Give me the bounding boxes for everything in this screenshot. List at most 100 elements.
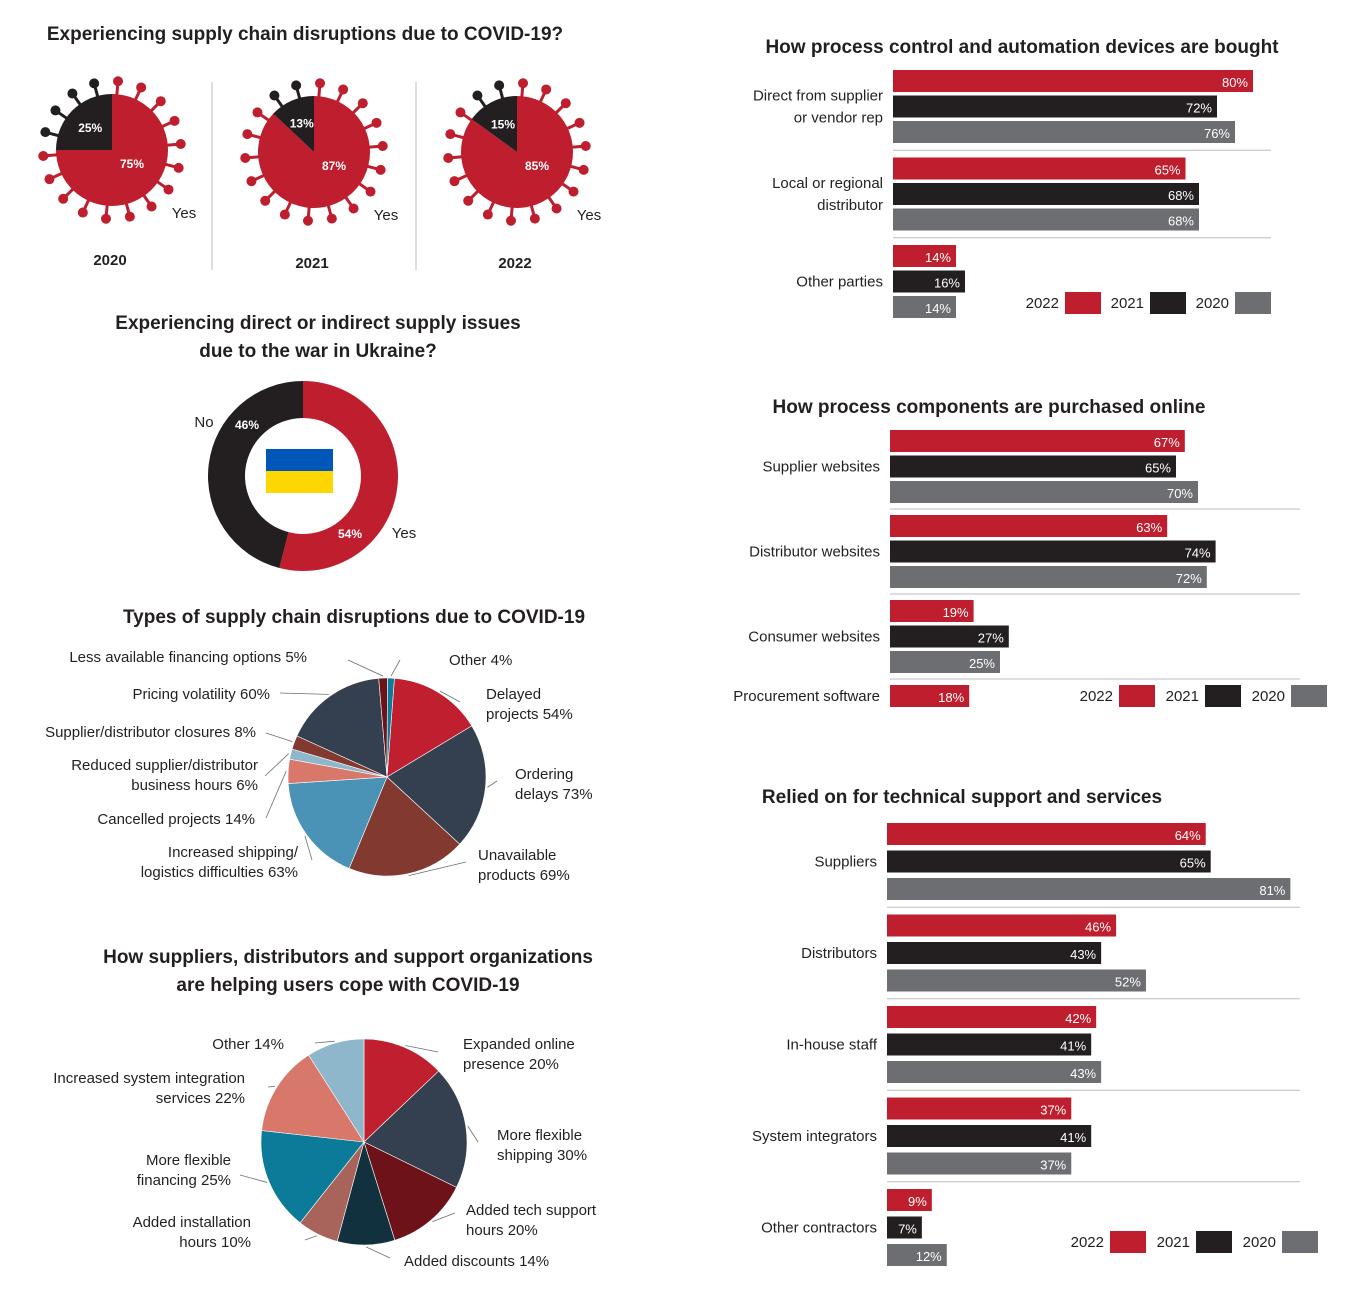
virus-spike-tip xyxy=(445,129,456,140)
pie-slice xyxy=(260,1130,365,1224)
bar-value-label: 68% xyxy=(1168,214,1194,229)
bar-value-label: 65% xyxy=(1180,856,1206,871)
slice-label: Unavailable xyxy=(478,847,556,864)
slice-label: hours 10% xyxy=(179,1234,251,1251)
year-label: 2020 xyxy=(93,252,126,269)
virus-spike-tip xyxy=(580,140,591,151)
bar-2021 xyxy=(887,1216,922,1239)
legend-label: 2021 xyxy=(1111,295,1144,312)
category-label: Distributors xyxy=(801,945,877,962)
category-label: Supplier websites xyxy=(762,459,880,476)
bar-2021 xyxy=(893,95,1217,118)
virus-spike-tip xyxy=(146,201,157,212)
slice-label: Expanded online xyxy=(463,1036,575,1053)
virus-spike-tip xyxy=(443,153,454,164)
virus-spike-tip xyxy=(240,153,251,164)
no-slice xyxy=(471,96,517,152)
legend-swatch-2021 xyxy=(1196,1231,1232,1253)
bar-value-label: 27% xyxy=(978,631,1004,646)
slice-label: services 22% xyxy=(156,1090,245,1107)
virus-spike-tip xyxy=(291,80,302,91)
virus-spike-tip xyxy=(482,209,493,220)
yes-value-label: 54% xyxy=(338,527,362,541)
bar-value-label: 16% xyxy=(934,276,960,291)
bar-value-label: 43% xyxy=(1070,947,1096,962)
virus-spike-tip xyxy=(44,174,55,185)
virus-spike-tip xyxy=(365,186,376,197)
slice-label: Less available financing options 5% xyxy=(69,649,307,666)
bar-2021 xyxy=(887,850,1211,873)
virus-spike-tip xyxy=(89,78,100,89)
virus-spike-tip xyxy=(40,127,51,138)
virus-spike-tip xyxy=(136,82,147,93)
virus-spike-tip xyxy=(472,90,483,101)
covid-types-pie-chart: Delayed projects 54% Ordering delays 73% Una… xyxy=(45,649,593,884)
category-label: Direct from supplier xyxy=(753,88,883,105)
bar-2021 xyxy=(887,942,1102,964)
virus-spike-tip xyxy=(505,215,516,226)
bar-2022 xyxy=(887,1006,1097,1028)
slice-label: Ordering xyxy=(515,766,573,783)
virus-spike-tip xyxy=(529,213,540,224)
no-label: No xyxy=(194,414,213,431)
slice-label: hours 20% xyxy=(466,1222,538,1239)
virus-spike-tip xyxy=(77,207,88,218)
virus-spike-tip xyxy=(155,96,166,107)
bar-2022 xyxy=(890,430,1185,452)
slice-label: Cancelled projects 14% xyxy=(97,811,255,828)
support-bar-chart: 64% 65% 81% Suppliers 46% 43% 52% Distributors 4… xyxy=(752,823,1318,1266)
leader-line xyxy=(304,1235,317,1241)
bar-2020 xyxy=(887,878,1291,900)
bar-value-label: 37% xyxy=(1040,1103,1066,1118)
legend-swatch-2020 xyxy=(1235,292,1271,314)
bar-2020 xyxy=(893,296,956,318)
year-label: 2022 xyxy=(498,255,531,272)
bar-2020 xyxy=(887,1061,1102,1083)
bar-2020 xyxy=(887,1152,1072,1175)
bar-value-label: 65% xyxy=(1145,461,1171,476)
bar-value-label: 65% xyxy=(1154,163,1180,178)
yes-label: Yes xyxy=(374,207,398,224)
pie-slice xyxy=(261,1054,365,1143)
leader-line xyxy=(467,1125,479,1143)
virus-spike-tip xyxy=(113,76,124,87)
virus-spike-tip xyxy=(541,84,552,95)
slice-label: Supplier/distributor closures 8% xyxy=(45,724,256,741)
leader-line xyxy=(390,659,401,677)
category-label: distributor xyxy=(817,197,883,214)
leader-line xyxy=(432,1212,456,1223)
virus-spike-tip xyxy=(173,162,184,173)
bar-2020 xyxy=(887,1244,947,1266)
bar-2022 xyxy=(890,600,974,622)
legend-swatch-2021 xyxy=(1150,292,1186,314)
ukraine-title-line2: due to the war in Ukraine? xyxy=(199,341,437,362)
legend-swatch-2022 xyxy=(1119,685,1155,707)
helping-title-line2: are helping users cope with COVID-19 xyxy=(176,975,519,996)
no-value-label: 15% xyxy=(491,118,515,132)
bar-2021 xyxy=(893,270,965,293)
pie-slice xyxy=(363,1141,457,1241)
no-slice xyxy=(208,381,303,569)
legend-label: 2022 xyxy=(1080,688,1113,705)
bar-2022 xyxy=(890,685,970,707)
leader-line xyxy=(439,690,461,703)
virus-spike-tip xyxy=(269,90,280,101)
bar-value-label: 7% xyxy=(898,1222,917,1237)
bar-2020 xyxy=(890,566,1207,588)
virus-spike-tip xyxy=(578,164,589,175)
virus-spike-tip xyxy=(371,117,382,128)
bar-2020 xyxy=(893,208,1199,231)
pie-slice xyxy=(287,776,388,869)
slice-label: presence 20% xyxy=(463,1056,559,1073)
covid-types-title: Types of supply chain disruptions due to… xyxy=(123,607,585,628)
slice-label: Increased shipping/ xyxy=(168,844,299,861)
bar-value-label: 72% xyxy=(1186,101,1212,116)
virus-spike-tip xyxy=(242,129,253,140)
bar-value-label: 81% xyxy=(1259,883,1285,898)
pie-slice xyxy=(386,677,395,778)
bar-2022 xyxy=(887,1189,932,1211)
ukraine-flag-blue xyxy=(266,449,333,471)
virus-spike-tip xyxy=(348,203,359,214)
bar-value-label: 9% xyxy=(908,1194,927,1209)
bar-2022 xyxy=(887,823,1206,845)
